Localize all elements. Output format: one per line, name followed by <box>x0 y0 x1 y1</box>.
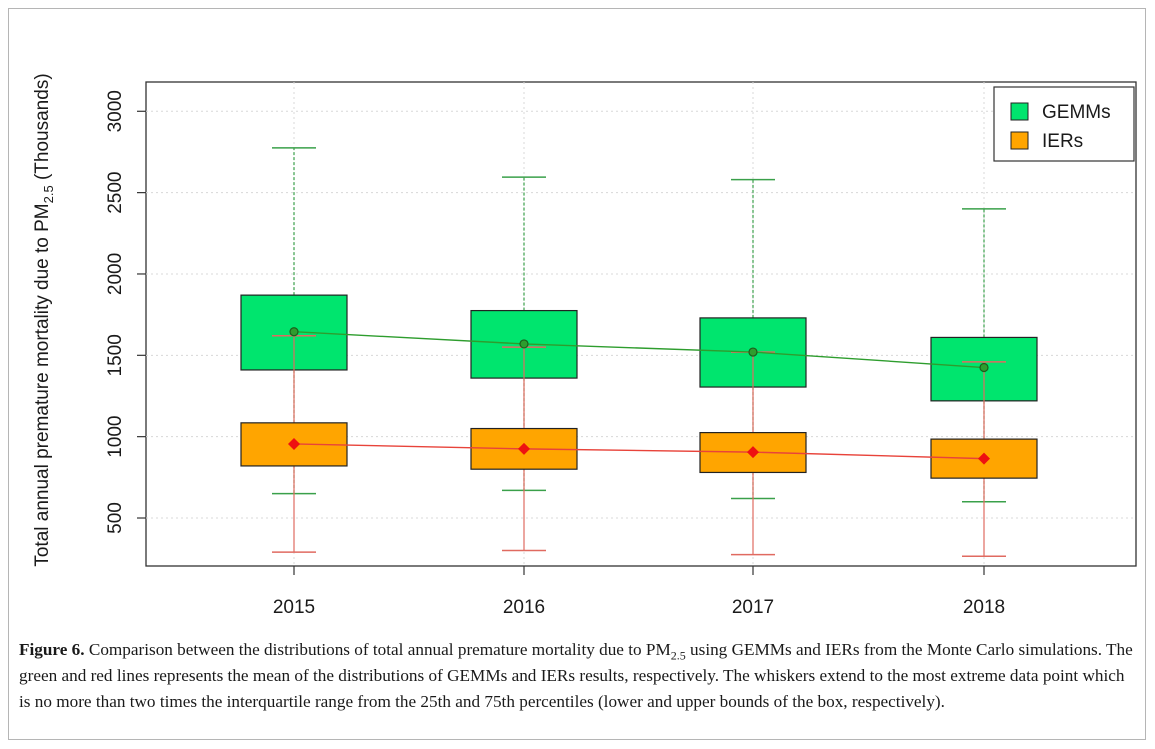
y-tick-label: 1000 <box>105 416 126 458</box>
y-tick-label: 1500 <box>105 334 126 376</box>
figure-label: Figure 6. <box>19 640 85 659</box>
legend-swatch <box>1010 102 1029 121</box>
x-tick-label: 2017 <box>732 597 774 618</box>
y-axis-title: Total annual premature mortality due to … <box>32 73 56 566</box>
x-tick-label: 2015 <box>273 597 315 618</box>
iers-mean-point <box>518 442 530 455</box>
iers-mean-line <box>293 443 985 460</box>
gemms-mean-point <box>289 327 299 337</box>
caption-subscript: 2.5 <box>670 648 686 663</box>
y-tick-label: 2500 <box>105 171 126 213</box>
box-plot-chart: 500 1000 1500 2000 2500 3000 2015 2016 2017 2018 T… <box>32 73 1137 618</box>
iers-mean-point <box>288 437 300 450</box>
y-tick-label: 3000 <box>105 90 126 132</box>
iers-mean-point <box>978 452 990 465</box>
legend-label: IERs <box>1042 131 1083 152</box>
gemms-mean-line <box>293 331 985 369</box>
iers-mean-point <box>747 446 759 459</box>
plot-frame <box>145 81 1137 567</box>
y-tick-label: 500 <box>105 502 126 534</box>
caption-text-a: Comparison between the distributions of … <box>84 640 671 659</box>
x-tick-label: 2018 <box>963 597 1005 618</box>
x-tick-label: 2016 <box>503 597 545 618</box>
legend-label: GEMMs <box>1042 102 1111 123</box>
figure-panel: 500 1000 1500 2000 2500 3000 2015 2016 2017 2018 T… <box>8 8 1146 740</box>
y-tick-label: 2000 <box>105 253 126 295</box>
caption-text-b: using GEMMs and IERs from the Monte Carl… <box>19 640 1133 711</box>
gemms-mean-point <box>748 347 758 357</box>
gemms-mean-point <box>519 339 529 349</box>
figure-caption: Figure 6. Comparison between the distrib… <box>19 637 1139 715</box>
gemms-mean-point <box>979 362 989 373</box>
legend-swatch <box>1010 131 1029 150</box>
